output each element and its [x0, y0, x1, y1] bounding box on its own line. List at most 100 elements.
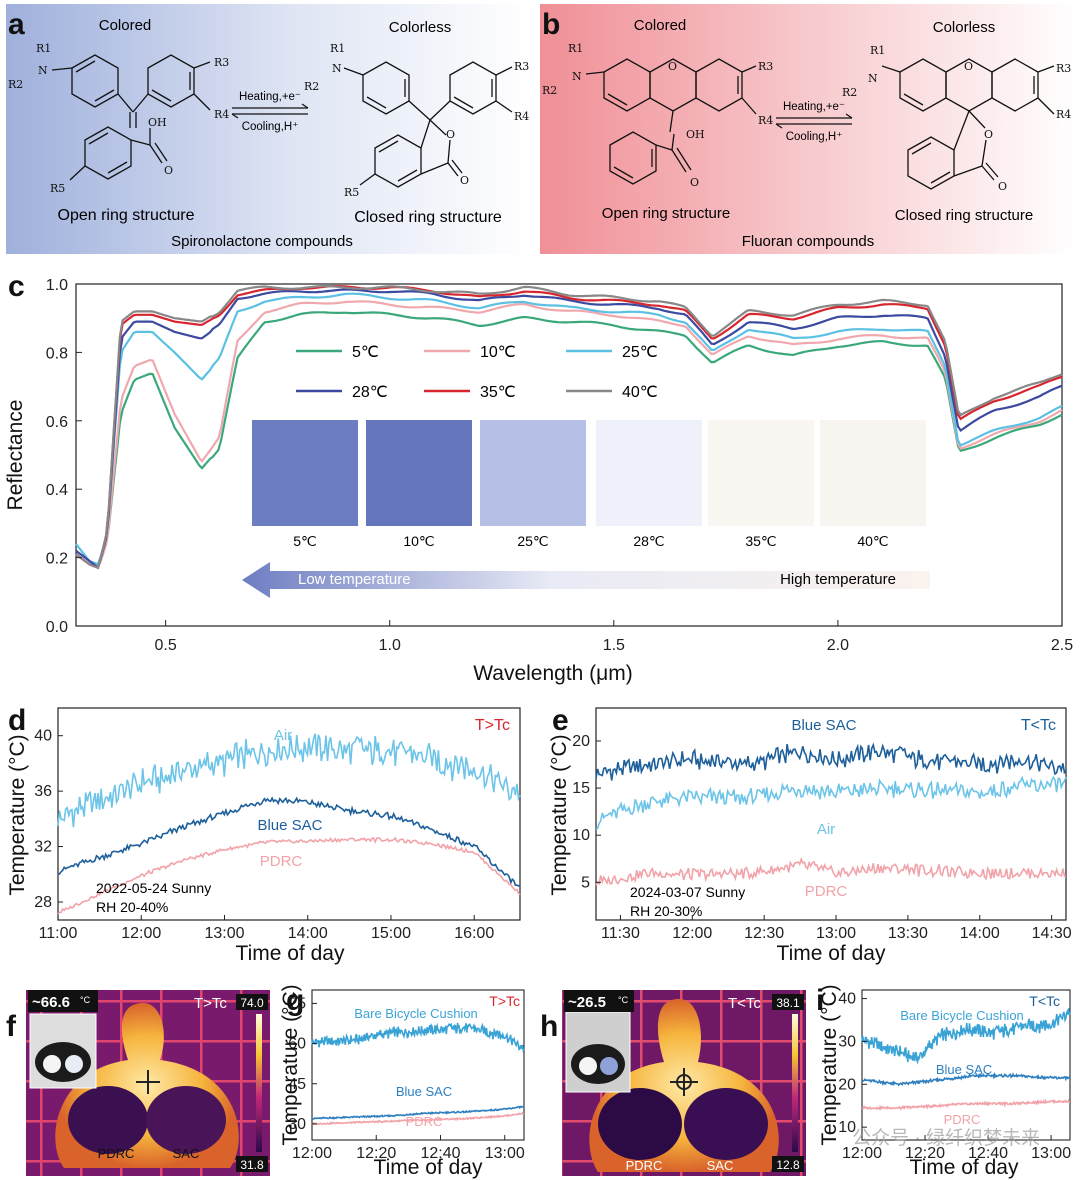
watermark: 公众号 · 绿纤织梦未来 — [852, 1127, 1040, 1149]
tag-h: T<Tc — [728, 995, 761, 1012]
panel-d-ylabel: Temperature (°C) — [6, 734, 29, 895]
x-tick-label: 12:20 — [905, 1145, 945, 1162]
panel-c-xlabel: Wavelength (μm) — [473, 662, 633, 685]
open-ring-molecule — [51, 54, 211, 181]
legend-label: 35℃ — [480, 384, 516, 401]
scale-max-box-h — [772, 994, 804, 1010]
panel-d-date: 2022-05-24 Sunny — [96, 880, 211, 896]
x-tick-label: 16:00 — [454, 925, 494, 942]
spectrum-line — [75, 292, 1063, 566]
x-tick-label: 12:40 — [968, 1145, 1008, 1162]
forward-condition-b: Heating,+e⁻ — [783, 101, 845, 113]
panel-e-date: 2024-03-07 Sunny — [630, 884, 745, 900]
series-label: Blue SAC — [936, 1062, 992, 1077]
y-tick-label: 45 — [288, 1076, 306, 1093]
colorbar-h — [792, 1014, 798, 1152]
series-line — [311, 1022, 525, 1053]
series-label: PDRC — [805, 883, 848, 900]
r1-label-right: R1 — [330, 42, 345, 55]
x-tick-label: 12:00 — [842, 1145, 882, 1162]
panel-d-rh: RH 20-40% — [96, 899, 168, 915]
reading-unit-h: °C — [618, 995, 629, 1005]
x-tick-label: 14:00 — [960, 925, 1000, 942]
y-tick-label: 0.4 — [46, 482, 68, 499]
scale-max-h: 38.1 — [776, 996, 800, 1010]
spectrum-line — [75, 285, 1063, 570]
panel-h-letter: h — [540, 1010, 558, 1043]
n-atom-b-right: N — [868, 72, 878, 85]
n-atom-right: N — [332, 62, 342, 75]
reading-unit-f: °C — [80, 995, 91, 1005]
r1-label-b-right: R1 — [870, 44, 885, 57]
n-atom-b: N — [572, 70, 582, 83]
panel-g-tag: T>Tc — [489, 993, 520, 1009]
series-label: PDRC — [944, 1112, 981, 1127]
closed-ring-caption-b: Closed ring structure — [895, 207, 1033, 224]
equilibrium-arrows-b — [775, 113, 853, 129]
panel-i-tag: T<Tc — [1029, 993, 1060, 1009]
panel-h-thermal-image: ~26.5 °C T<Tc 38.1 12.8 PDRC SAC h — [540, 990, 806, 1176]
reverse-condition-a: Cooling,H⁺ — [242, 121, 299, 133]
legend-label: 5℃ — [352, 344, 379, 361]
panel-c-chart: c 5℃ 10℃ 25℃ 28℃ 35℃ 40℃ 0.5 1.0 1.5 2.0 2.5 0.0 0.… — [4, 270, 1073, 685]
r2-label-b: R2 — [542, 84, 557, 97]
fluoran-open-molecule — [585, 58, 757, 185]
low-temperature-label: Low temperature — [298, 571, 411, 588]
reverse-condition-b: Cooling,H⁺ — [786, 131, 843, 143]
panel-e-rh: RH 20-30% — [630, 903, 702, 919]
legend-label: 28℃ — [352, 384, 388, 401]
pdrc-label-f: PDRC — [98, 1146, 135, 1161]
x-tick-label: 13:00 — [816, 925, 856, 942]
x-tick-label: 1.5 — [603, 637, 625, 654]
panel-g-chart: g Bare Bicycle Cushion Blue SAC PDRC 12:00 1… — [279, 984, 525, 1179]
carbonyl-o-label: O — [460, 174, 469, 187]
inset-pdrc-f — [43, 1055, 61, 1073]
colored-label-b: Colored — [634, 17, 687, 34]
legend-label: 10℃ — [480, 344, 516, 361]
y-tick-label: 10 — [838, 1119, 856, 1136]
x-tick-label: 13:30 — [888, 925, 928, 942]
panel-i-chart: i Bare Bicycle Cushion Blue SAC PDRC 12:00 1… — [816, 984, 1071, 1179]
colorbar-f — [256, 1014, 262, 1152]
x-tick-label: 2.0 — [827, 637, 849, 654]
series-label: Air — [274, 727, 292, 744]
y-tick-label: 40 — [838, 991, 856, 1008]
series-line — [57, 836, 521, 915]
n-atom: N — [38, 64, 48, 77]
y-tick-label: 0.2 — [46, 551, 68, 568]
scale-min-f: 31.8 — [240, 1158, 264, 1172]
spectrum-line — [75, 288, 1063, 570]
r3-label-b: R3 — [758, 60, 773, 73]
scale-min-box-f — [236, 1156, 268, 1172]
panel-d-xlabel: Time of day — [236, 942, 345, 965]
y-tick-label: 5 — [581, 874, 590, 891]
panel-d-tag: T>Tc — [475, 717, 510, 734]
crosshair-f — [136, 1070, 160, 1094]
swatch-label: 25℃ — [517, 533, 548, 549]
pdrc-patch-f — [68, 1086, 148, 1154]
y-tick-label: 36 — [34, 783, 52, 800]
reading-f: ~66.6 — [32, 994, 70, 1011]
scale-max-box-f — [236, 994, 268, 1010]
swatch-label: 5℃ — [293, 533, 317, 549]
x-tick-label: 15:00 — [371, 925, 411, 942]
x-tick-label: 1.0 — [379, 637, 401, 654]
y-tick-label: 0.0 — [46, 619, 68, 636]
series-line — [57, 796, 521, 887]
sac-label-f: SAC — [173, 1146, 200, 1161]
panel-f-thermal-image: ~66.6 °C T>Tc 74.0 31.8 PDRC SAC f — [6, 990, 270, 1176]
x-tick-label: 13:00 — [1031, 1145, 1071, 1162]
y-tick-label: 0.8 — [46, 345, 68, 362]
panel-a: a Colored Colorless N R1 R2 R3 R4 R5 OH … — [6, 4, 530, 254]
sac-label-h: SAC — [707, 1158, 734, 1173]
x-tick-label: 13:00 — [204, 925, 244, 942]
color-swatch — [480, 420, 586, 526]
x-tick-label: 11:30 — [601, 925, 640, 942]
panel-i-xlabel: Time of day — [910, 1156, 1019, 1179]
y-tick-label: 0.6 — [46, 414, 68, 431]
panel-b-letter: b — [542, 8, 560, 41]
panel-g-ylabel: Temperature (°C) — [279, 984, 302, 1145]
oh-label-b: OH — [686, 128, 705, 141]
o-label: O — [164, 164, 173, 177]
